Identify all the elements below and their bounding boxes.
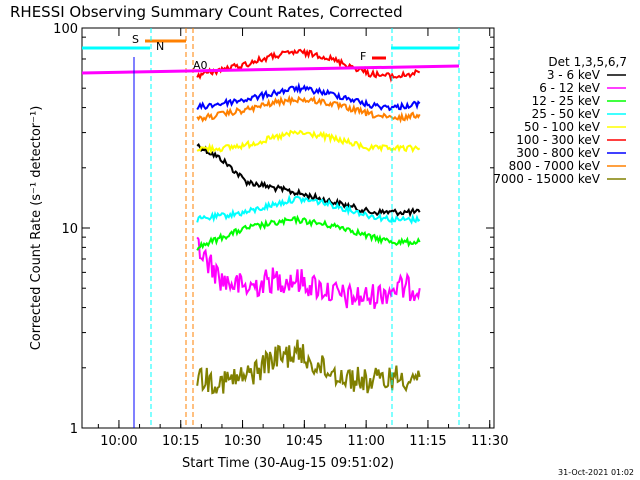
data-layer bbox=[196, 47, 421, 395]
legend-label-3: 12 - 25 keV bbox=[532, 94, 601, 108]
legend-label-2: 6 - 12 keV bbox=[539, 81, 601, 95]
plot-frame bbox=[81, 27, 495, 429]
legend-label-1: 3 - 6 keV bbox=[547, 68, 601, 82]
footer-timestamp: 31-Oct-2021 01:02 bbox=[558, 468, 634, 477]
series-line-9 bbox=[196, 339, 421, 395]
y-tick-label: 1 bbox=[70, 422, 78, 437]
series-line-3 bbox=[196, 214, 421, 251]
x-tick-label: 11:00 bbox=[347, 434, 384, 449]
flag-label-1: S bbox=[132, 33, 139, 46]
legend-label-5: 50 - 100 keV bbox=[524, 120, 601, 134]
chart-title: RHESSI Observing Summary Count Rates, Co… bbox=[10, 3, 403, 21]
y-tick-label: 10 bbox=[61, 222, 78, 237]
legend-label-7: 300 - 800 keV bbox=[516, 146, 600, 160]
x-tick-label: 10:00 bbox=[100, 434, 137, 449]
flag-label-3: A0 bbox=[193, 59, 208, 72]
legend-label-9: 7000 - 15000 keV bbox=[493, 172, 600, 186]
x-axis-label: Start Time (30-Aug-15 09:51:02) bbox=[182, 456, 394, 471]
series-line-8 bbox=[196, 94, 421, 124]
series-line-4 bbox=[196, 194, 421, 225]
flag-label-4: F bbox=[360, 50, 366, 63]
x-tick-label: 11:30 bbox=[471, 434, 508, 449]
series-line-7 bbox=[196, 81, 421, 112]
axes-layer: 10:00 10:15 10:30 10:45 11:00 11:15 11:30 1 10 10… bbox=[53, 22, 508, 449]
legend-label-4: 25 - 50 keV bbox=[532, 107, 601, 121]
x-tick-label: 10:45 bbox=[286, 434, 323, 449]
x-tick-label: 10:15 bbox=[162, 434, 199, 449]
flag-label-2: N bbox=[156, 40, 164, 53]
series-line-5 bbox=[196, 129, 421, 155]
series-line-2 bbox=[196, 236, 421, 310]
x-tick-label: 10:30 bbox=[224, 434, 261, 449]
y-axis-label: Corrected Count Rate (s⁻¹ detector⁻¹) bbox=[29, 106, 44, 351]
threshold-bar bbox=[81, 64, 460, 75]
y-tick-label: 100 bbox=[53, 22, 78, 37]
legend-label-8: 800 - 7000 keV bbox=[509, 159, 601, 173]
legend-label-6: 100 - 300 keV bbox=[516, 133, 600, 147]
series-line-6 bbox=[196, 47, 421, 83]
legend-title: Det 1,3,5,6,7 bbox=[548, 55, 627, 69]
x-tick-label: 11:15 bbox=[409, 434, 446, 449]
series-line-1 bbox=[196, 142, 421, 218]
